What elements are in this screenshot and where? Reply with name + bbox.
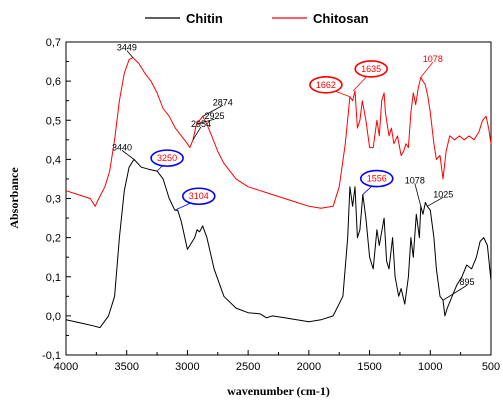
peak-label: 1662: [316, 80, 336, 90]
y-tick-label: 0,3: [46, 194, 61, 206]
y-tick-label: 0,7: [46, 37, 61, 49]
y-tick-label: 0,0: [46, 311, 61, 323]
annotation-leader: [126, 50, 134, 58]
x-tick-label: 2500: [236, 361, 260, 373]
peak-label: 1025: [433, 189, 453, 199]
x-axis-title: wavenumber (cm-1): [227, 384, 330, 398]
annotation-leader: [420, 61, 434, 78]
peak-label: 2874: [213, 97, 233, 107]
x-tick-label: 1000: [418, 361, 442, 373]
peak-label: 3440: [112, 142, 132, 152]
peak-label: 895: [460, 277, 475, 287]
annotation-leader: [196, 118, 215, 125]
peak-label: 1635: [361, 64, 381, 74]
series-line-chitin: [65, 158, 492, 329]
annotation-ring: [182, 187, 216, 206]
y-tick-label: 0,1: [46, 272, 61, 284]
x-tick-label: 500: [482, 361, 500, 373]
series-layer: [65, 57, 492, 329]
y-tick-label: 0,4: [46, 154, 61, 166]
annotation-leader: [192, 126, 202, 141]
x-tick-label: 1500: [357, 361, 381, 373]
annotation-leader: [414, 183, 422, 207]
annotation-leader: [202, 104, 223, 117]
annotation-leader: [427, 196, 444, 207]
peak-label: 2954: [191, 119, 211, 129]
y-tick-label: 0,6: [46, 76, 61, 88]
peak-label: 3449: [117, 43, 137, 53]
x-tick-label: 3000: [175, 361, 199, 373]
annotation-ring: [354, 60, 388, 78]
x-tick-label: 3500: [114, 361, 138, 373]
annotation-ring: [359, 169, 394, 188]
x-axis: 4000 3500 3000 2500 2000 1500 1000 500: [54, 350, 500, 373]
annotation-ring: [309, 75, 343, 94]
annotation-ring: [150, 149, 184, 167]
peak-label: 3250: [157, 153, 177, 163]
legend-label-chitosan: Chitosan: [313, 11, 369, 26]
plot-frame: [65, 41, 492, 356]
legend-label-chitin: Chitin: [186, 11, 223, 26]
annotation-leader: [121, 150, 135, 160]
peak-label: 3104: [189, 191, 209, 201]
peak-label: 1078: [423, 54, 443, 64]
legend: Chitin Chitosan: [145, 11, 369, 26]
y-tick-label: -0,1: [42, 350, 61, 362]
peak-label: 2925: [205, 111, 225, 121]
annotation-leader: [442, 284, 468, 301]
y-tick-label: 0,2: [46, 233, 61, 245]
y-tick-label: 0,5: [46, 115, 61, 127]
peak-label: 1556: [367, 174, 387, 184]
series-line-chitosan: [65, 57, 492, 209]
y-axis-title: Absorbance: [7, 167, 21, 229]
peak-label: 1078: [405, 175, 425, 185]
x-tick-label: 4000: [54, 361, 78, 373]
y-axis: -0,1 0,0 0,1 0,2 0,3 0,4 0,5 0,6 0,7: [42, 37, 71, 362]
x-tick-label: 2000: [297, 361, 321, 373]
